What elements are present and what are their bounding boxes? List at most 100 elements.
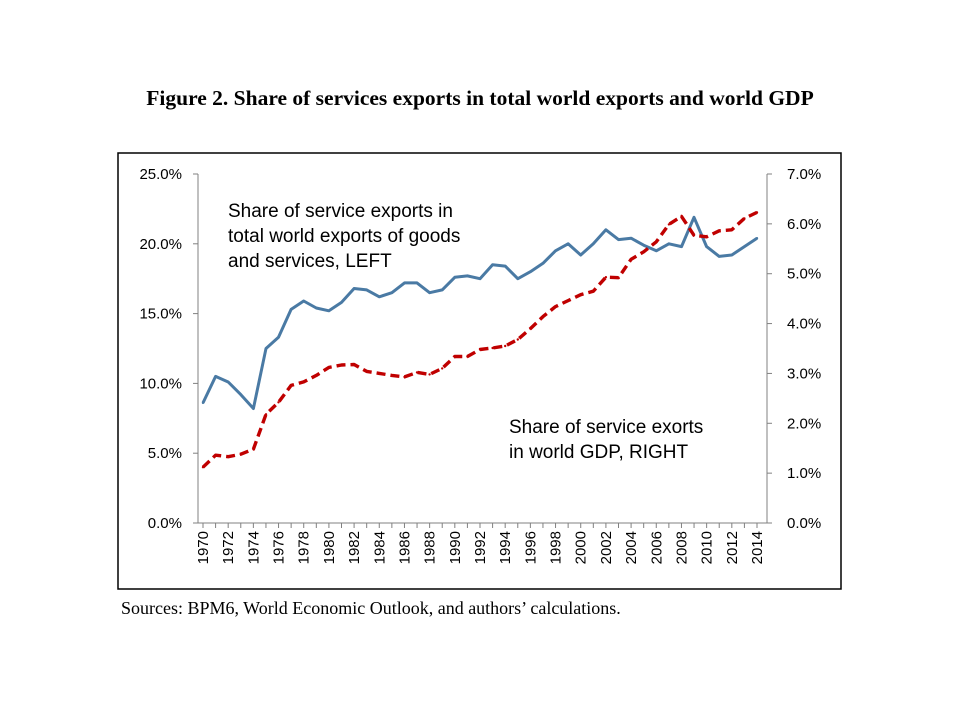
figure-title: Figure 2. Share of services exports in t… (146, 86, 814, 110)
data-point-exports-share (579, 253, 582, 257)
data-point-exports-share (529, 270, 532, 273)
data-point-exports-share (541, 262, 545, 265)
data-point-gdp-share (264, 413, 268, 416)
data-point-exports-share (629, 237, 633, 240)
data-point-gdp-share (466, 355, 469, 358)
data-point-gdp-share (579, 293, 582, 296)
data-point-gdp-share (541, 315, 545, 318)
data-point-exports-share (604, 228, 608, 231)
annotation-left-line-3: and services, LEFT (228, 251, 392, 272)
right-tick-label: 7.0% (787, 166, 821, 183)
left-tick-label: 5.0% (148, 445, 182, 462)
data-point-gdp-share (718, 229, 721, 232)
x-tick-label: 1970 (195, 531, 212, 564)
data-point-exports-share (227, 380, 230, 384)
x-tick-label: 1998 (548, 531, 565, 564)
data-point-exports-share (352, 287, 356, 290)
data-point-exports-share (516, 277, 519, 280)
x-tick-label: 2004 (623, 531, 640, 564)
annotation-right-series: Share of service exorts in world GDP, RI… (509, 417, 703, 463)
data-point-gdp-share (453, 355, 456, 358)
data-point-exports-share (491, 263, 494, 266)
chart-axes: 0.0% 5.0% 10.0% 15.0% 20.0% 25.0% 0.0% 1.0% 2.0%… (139, 166, 821, 564)
annotation-left-series: Share of service exports in total world … (228, 201, 460, 272)
data-point-gdp-share (252, 448, 255, 451)
data-point-gdp-share (201, 466, 205, 469)
data-point-exports-share (453, 276, 456, 279)
annotation-left-line-2: total world exports of goods (228, 226, 460, 247)
data-point-exports-share (478, 277, 482, 280)
data-point-exports-share (415, 281, 419, 285)
data-point-gdp-share (692, 234, 696, 237)
x-tick-label: 1980 (321, 531, 338, 564)
data-point-gdp-share (655, 240, 658, 243)
x-tick-label: 1984 (371, 531, 388, 564)
data-point-gdp-share (667, 223, 671, 226)
left-tick-label: 20.0% (139, 236, 182, 253)
data-point-exports-share (655, 249, 658, 252)
x-tick-label: 2008 (673, 531, 690, 564)
right-tick-label: 4.0% (787, 316, 821, 333)
right-tick-label: 0.0% (787, 515, 821, 532)
data-point-exports-share (466, 274, 469, 278)
data-point-gdp-share (554, 305, 557, 308)
data-point-exports-share (403, 281, 406, 285)
data-point-gdp-share (629, 258, 633, 261)
data-point-gdp-share (705, 235, 708, 238)
annotation-left-line-1: Share of service exports in (228, 201, 453, 222)
data-point-gdp-share (214, 454, 217, 457)
data-point-exports-share (705, 245, 708, 248)
data-point-gdp-share (592, 290, 595, 293)
data-point-exports-share (428, 291, 431, 294)
data-point-gdp-share (302, 380, 305, 384)
data-point-exports-share (315, 306, 318, 310)
x-tick-label: 2006 (648, 531, 665, 564)
data-point-gdp-share (680, 215, 683, 218)
left-tick-label: 15.0% (139, 306, 182, 323)
right-tick-label: 2.0% (787, 415, 821, 432)
right-tick-label: 6.0% (787, 216, 821, 233)
data-point-exports-share (743, 245, 746, 248)
data-point-exports-share (214, 375, 217, 378)
data-point-exports-share (730, 253, 733, 257)
data-point-exports-share (667, 242, 671, 245)
data-point-exports-share (617, 238, 620, 241)
data-point-gdp-share (277, 401, 280, 404)
data-point-exports-share (252, 407, 255, 410)
data-point-gdp-share (617, 276, 620, 279)
x-tick-label: 1986 (396, 531, 413, 564)
data-point-gdp-share (327, 366, 331, 369)
data-point-gdp-share (378, 372, 381, 375)
left-tick-label: 25.0% (139, 166, 182, 183)
data-point-gdp-share (390, 374, 394, 377)
data-point-gdp-share (730, 228, 733, 231)
left-tick-label: 0.0% (148, 515, 182, 532)
data-point-exports-share (755, 237, 759, 240)
data-point-gdp-share (642, 250, 645, 253)
data-point-gdp-share (428, 373, 431, 376)
annotation-right-line-2: in world GDP, RIGHT (509, 442, 689, 463)
annotation-right-line-1: Share of service exorts (509, 417, 703, 438)
data-point-exports-share (504, 264, 507, 268)
data-point-exports-share (327, 309, 331, 312)
x-tick-label: 1974 (245, 531, 262, 564)
data-point-exports-share (302, 299, 305, 303)
data-point-gdp-share (566, 299, 570, 302)
x-tick-label: 1988 (422, 531, 439, 564)
data-point-exports-share (554, 249, 557, 252)
x-tick-label: 1972 (220, 531, 237, 564)
x-tick-label: 2002 (598, 531, 615, 564)
data-point-gdp-share (504, 344, 507, 348)
data-point-gdp-share (604, 276, 608, 279)
sources-note: Sources: BPM6, World Economic Outlook, a… (121, 598, 621, 618)
data-point-exports-share (264, 347, 268, 350)
data-point-exports-share (277, 336, 280, 339)
data-point-exports-share (592, 242, 595, 245)
data-point-gdp-share (743, 217, 746, 220)
data-point-exports-share (680, 245, 683, 248)
x-tick-label: 1992 (472, 531, 489, 564)
data-point-gdp-share (352, 363, 356, 366)
chart-frame (117, 152, 842, 590)
data-point-gdp-share (239, 453, 242, 456)
